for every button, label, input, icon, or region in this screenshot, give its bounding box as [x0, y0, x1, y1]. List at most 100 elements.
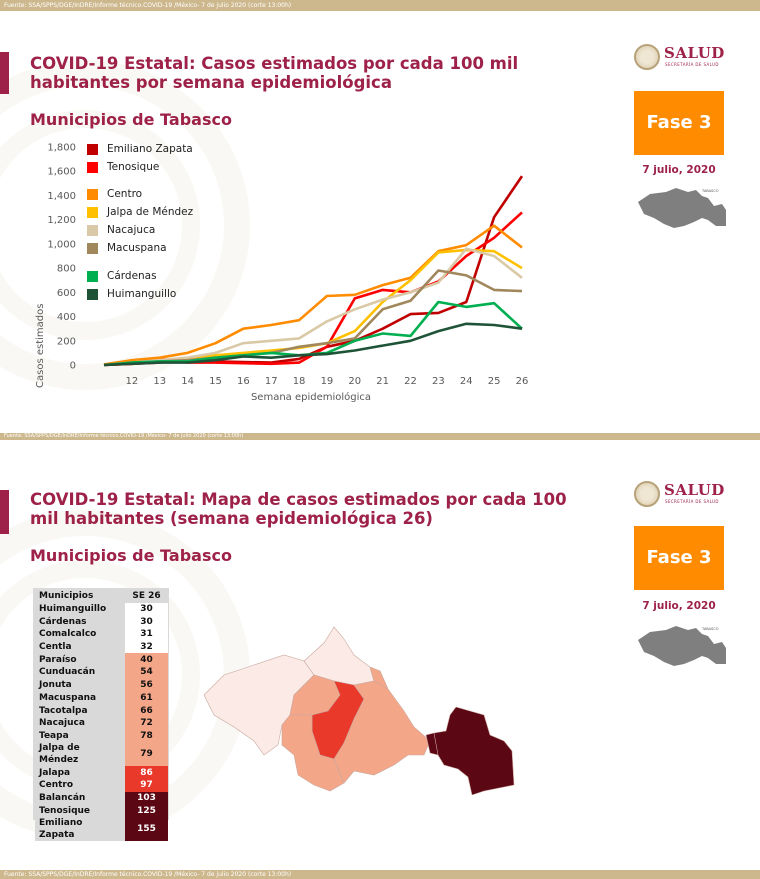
x-tick-label: 15	[209, 376, 222, 387]
municipality-name: Jalpa de Méndez	[35, 742, 125, 767]
table-row: Macuspana 61	[35, 691, 168, 705]
x-tick-label: 21	[376, 376, 389, 387]
x-tick-label: 18	[293, 376, 306, 387]
slide-1-title: COVID-19 Estatal: Casos estimados por ca…	[30, 54, 519, 92]
table-header-row: Municipios SE 26	[35, 590, 168, 603]
municipality-name: Jonuta	[35, 678, 125, 692]
municipality-name: Comalcalco	[35, 628, 125, 641]
table-row: Jalpa de Méndez 79	[35, 742, 168, 767]
x-tick-label: 13	[153, 376, 166, 387]
table-row: Cárdenas 30	[35, 615, 168, 629]
municipality-value: 66	[125, 704, 168, 717]
legend-label: Huimanguillo	[107, 288, 177, 300]
municipality-name: Jalapa	[35, 766, 125, 779]
slide-2-subtitle: Municipios de Tabasco	[30, 546, 232, 565]
y-tick-label: 1,000	[47, 239, 76, 250]
slide-2: COVID-19 Estatal: Mapa de casos estimado…	[0, 440, 760, 879]
legend-swatch	[87, 162, 98, 173]
x-tick-label: 25	[488, 376, 501, 387]
municipality-value: 72	[125, 716, 168, 730]
slide-2-title: COVID-19 Estatal: Mapa de casos estimado…	[30, 490, 567, 528]
x-tick-label: 20	[348, 376, 361, 387]
municipality-table: Municipios SE 26 Huimanguillo 30 Cárdenas 30 C…	[35, 590, 168, 841]
logo-small-text-2: SECRETARÍA DE SALUD	[665, 499, 719, 504]
svg-text:TABASCO: TABASCO	[701, 627, 719, 631]
series-line-nacajuca	[103, 247, 523, 367]
municipality-name: Huimanguillo	[35, 602, 125, 616]
municipality-name: Centla	[35, 640, 125, 654]
x-tick-label: 26	[516, 376, 529, 387]
table-row: Cunduacán 54	[35, 666, 168, 679]
svg-text:TABASCO: TABASCO	[701, 189, 719, 193]
x-tick-label: 16	[237, 376, 250, 387]
municipality-name: Paraíso	[35, 653, 125, 667]
table-row: Tacotalpa 66	[35, 704, 168, 717]
y-tick-label: 400	[57, 312, 76, 323]
municipality-name: Macuspana	[35, 691, 125, 705]
logo-word: SALUD	[664, 44, 725, 62]
slide-1-subtitle: Municipios de Tabasco	[30, 110, 232, 129]
seal-icon	[634, 44, 660, 70]
x-tick-label: 14	[181, 376, 194, 387]
x-tick-label: 22	[404, 376, 417, 387]
table-row: Huimanguillo 30	[35, 602, 168, 616]
legend-label: Macuspana	[107, 242, 167, 254]
legend-swatch	[87, 189, 98, 200]
x-tick-label: 12	[125, 376, 138, 387]
municipality-value: 56	[125, 678, 168, 692]
map-region-south	[281, 714, 345, 792]
phase-badge-2: Fase 3	[634, 526, 724, 590]
logo-word-2: SALUD	[664, 481, 725, 499]
x-tick-label: 19	[321, 376, 334, 387]
legend-swatch	[87, 289, 98, 300]
table-row: Emiliano Zapata 155	[35, 817, 168, 841]
legend-swatch	[87, 144, 98, 155]
legend-swatch	[87, 225, 98, 236]
table-row: Comalcalco 31	[35, 628, 168, 641]
municipality-value: 103	[125, 791, 168, 805]
municipality-value: 32	[125, 640, 168, 654]
y-tick-label: 1,400	[47, 191, 76, 202]
table-row: Paraíso 40	[35, 653, 168, 667]
legend-label: Emiliano Zapata	[107, 143, 193, 155]
municipality-name: Tacotalpa	[35, 704, 125, 717]
municipality-name: Tenosique	[35, 804, 125, 817]
legend-label: Nacajuca	[107, 224, 156, 236]
slide-1: Fuente: SSA/SPPS/DGE/InDRE/Informe técni…	[0, 0, 760, 440]
municipality-name: Nacajuca	[35, 716, 125, 730]
source-bar-bottom: Fuente: SSA/SPPS/DGE/InDRE/Informe técni…	[0, 870, 760, 879]
series-line-centro	[103, 224, 523, 366]
municipality-value: 31	[125, 628, 168, 641]
municipality-value: 54	[125, 666, 168, 679]
municipality-name: Teapa	[35, 729, 125, 743]
municipality-value: 86	[125, 766, 168, 779]
legend-swatch	[87, 207, 98, 218]
y-tick-label: 1,800	[47, 143, 76, 154]
table-row: Nacajuca 72	[35, 716, 168, 730]
series-line-huimanguillo	[103, 322, 523, 367]
map-region-east-island	[425, 732, 439, 756]
date-label: 7 julio, 2020	[642, 164, 716, 176]
legend-swatch	[87, 271, 98, 282]
legend-label: Jalpa de Méndez	[107, 206, 194, 218]
series-line-emiliano-zapata	[103, 175, 524, 367]
x-tick-label: 23	[432, 376, 445, 387]
y-axis-title: Casos estimados	[35, 304, 46, 388]
table-row: Balancán 103	[35, 791, 168, 805]
municipality-value: 30	[125, 602, 168, 616]
y-tick-label: 1,600	[47, 167, 76, 178]
municipality-name: Cunduacán	[35, 666, 125, 679]
title-accent-bar-2	[0, 490, 9, 534]
line-chart: Casos estimados Semana epidemiológica 0 2…	[35, 143, 529, 404]
y-tick-label: 1,200	[47, 215, 76, 226]
salud-logo-2: SALUD SECRETARÍA DE SALUD	[634, 480, 734, 510]
legend-label: Cárdenas	[107, 270, 157, 282]
series-line-macuspana	[103, 269, 523, 367]
table-row: Centro 97	[35, 778, 168, 792]
x-axis-title: Semana epidemiológica	[251, 391, 371, 403]
municipality-name: Centro	[35, 778, 125, 792]
municipality-name: Cárdenas	[35, 615, 125, 629]
y-tick-label: 600	[57, 288, 76, 299]
municipality-name: Emiliano Zapata	[35, 817, 125, 841]
phase-badge: Fase 3	[634, 91, 724, 155]
